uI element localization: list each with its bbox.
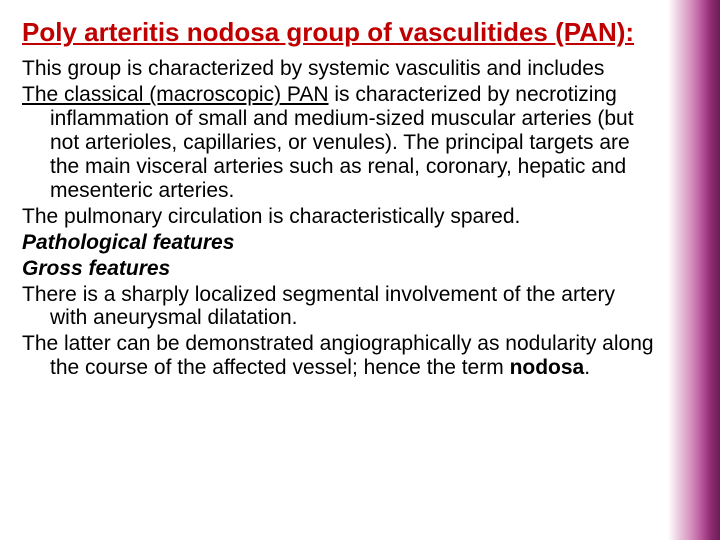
slide-title: Poly arteritis nodosa group of vasculiti…: [50, 18, 658, 47]
para-intro: This group is characterized by systemic …: [50, 57, 658, 81]
heading-gross: Gross features: [50, 257, 658, 281]
nodosa-term: nodosa: [510, 356, 585, 379]
slide-body: This group is characterized by systemic …: [22, 57, 658, 380]
para-nodosa: The latter can be demonstrated angiograp…: [50, 332, 658, 380]
nodosa-c: .: [584, 356, 590, 379]
para-pulmonary: The pulmonary circulation is characteris…: [50, 205, 658, 229]
classical-pan-lead: The classical (macroscopic) PAN: [22, 83, 329, 106]
heading-pathological: Pathological features: [50, 231, 658, 255]
decorative-stripe: [668, 0, 720, 540]
slide: Poly arteritis nodosa group of vasculiti…: [0, 0, 720, 540]
para-classical: The classical (macroscopic) PAN is chara…: [50, 83, 658, 203]
para-segmental: There is a sharply localized segmental i…: [50, 283, 658, 331]
slide-content: Poly arteritis nodosa group of vasculiti…: [0, 0, 668, 540]
title-text: Poly arteritis nodosa group of vasculiti…: [22, 17, 634, 47]
